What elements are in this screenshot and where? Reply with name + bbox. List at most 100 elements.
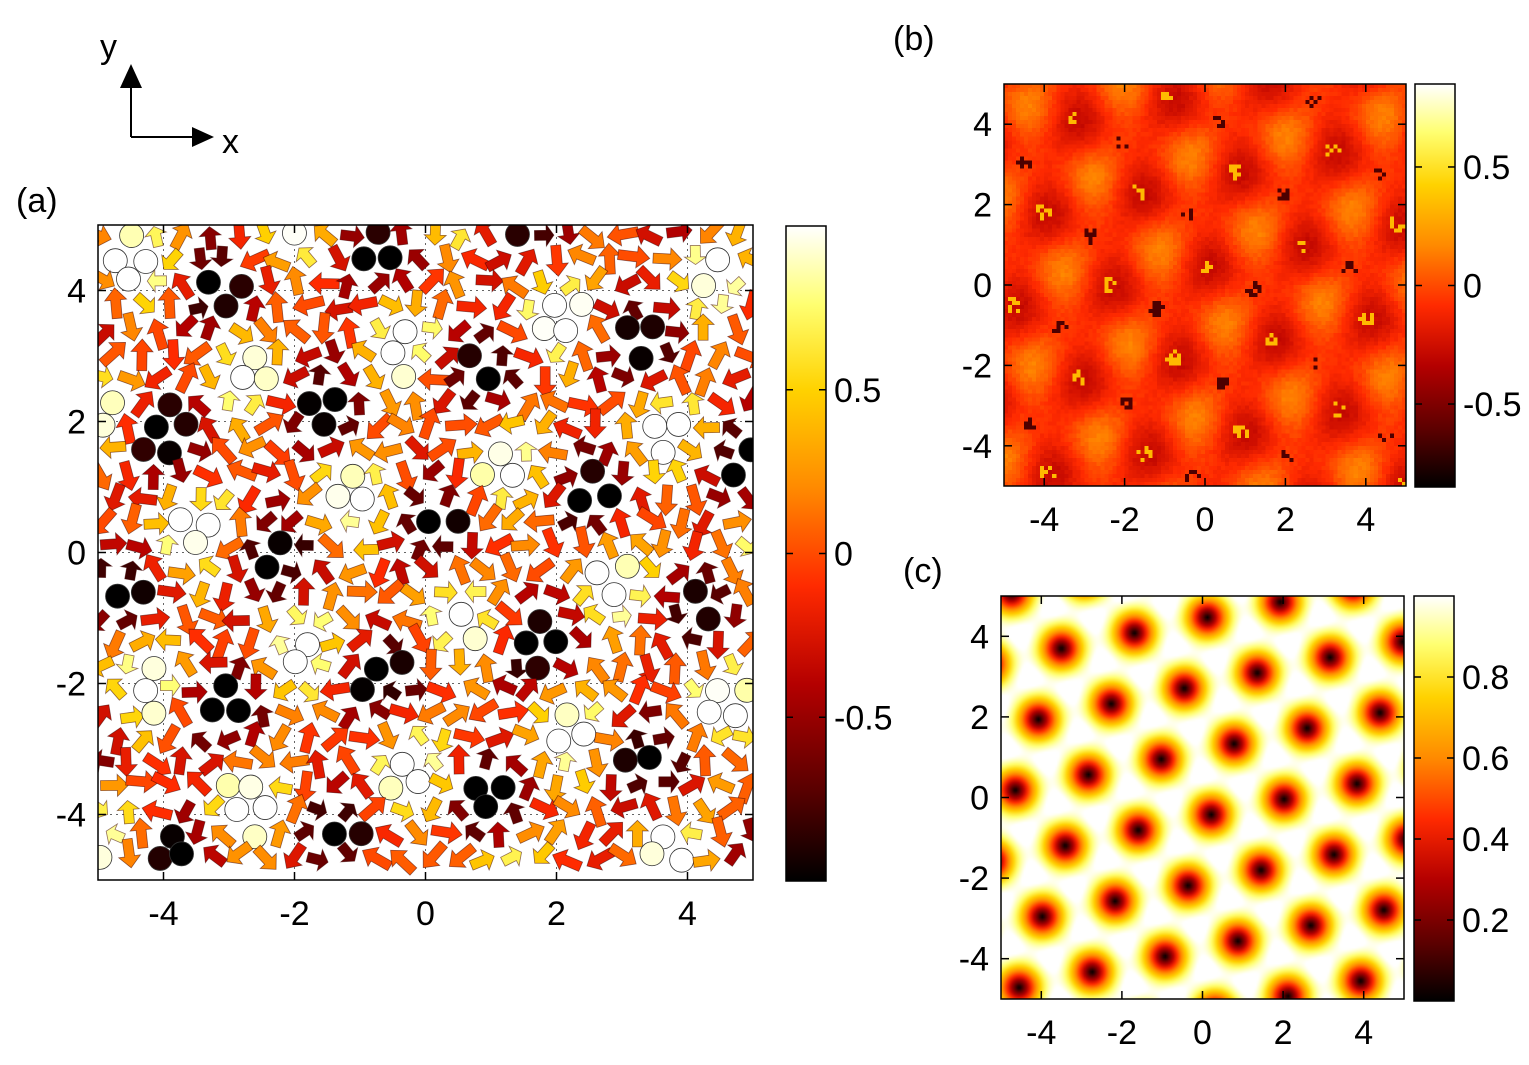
vector-glyph (391, 364, 417, 389)
vector-glyph (171, 272, 196, 301)
vector-glyph (534, 409, 558, 435)
vector-glyph (628, 345, 654, 371)
vector-glyph (610, 460, 635, 486)
panel-b-ticks: -4 -2 0 2 4 -4 -2 0 2 4 (962, 84, 1406, 539)
vector-glyph (610, 365, 635, 389)
vector-glyph (526, 700, 550, 724)
vector-glyph (377, 245, 403, 271)
x-tick-label: -2 (279, 895, 309, 933)
y-tick-label: 4 (970, 618, 989, 656)
vector-glyph (528, 797, 560, 821)
vector-glyph (280, 560, 302, 585)
vector-glyph (598, 774, 623, 802)
vector-glyph (460, 247, 492, 272)
vector-glyph (239, 248, 272, 272)
vector-glyph (295, 632, 320, 658)
vector-glyph (637, 607, 669, 632)
vector-glyph (392, 319, 418, 345)
vector-glyph (119, 225, 145, 248)
x-tick-label: 2 (1276, 501, 1295, 539)
vector-glyph (720, 555, 745, 586)
vector-glyph (104, 678, 128, 701)
vector-glyph (431, 288, 454, 321)
x-tick-label: 4 (1354, 1014, 1373, 1052)
vector-glyph (141, 700, 167, 726)
vector-glyph (155, 483, 179, 511)
vector-glyph (120, 502, 144, 535)
vector-glyph (679, 339, 703, 373)
vector-glyph (365, 225, 391, 245)
panel-c-ticks: -4 -2 0 2 4 -4 -2 0 2 4 (959, 596, 1404, 1052)
vector-glyph (738, 437, 753, 463)
vector-glyph (348, 437, 376, 462)
vector-glyph (407, 622, 432, 654)
vector-glyph (696, 699, 722, 725)
vector-glyph (263, 439, 291, 465)
vector-glyph (378, 775, 404, 801)
vector-glyph (736, 630, 753, 658)
vector-glyph (628, 583, 652, 609)
vector-glyph (282, 410, 305, 434)
vector-glyph (363, 656, 389, 682)
vector-glyph (268, 722, 292, 752)
vector-glyph (283, 265, 307, 297)
vector-glyph (190, 731, 213, 753)
vector-glyph (169, 225, 193, 252)
vector-glyph (557, 603, 586, 627)
vector-glyph (227, 417, 251, 444)
vector-glyph (533, 225, 555, 248)
vector-glyph (140, 606, 171, 631)
vector-glyph (545, 341, 568, 363)
vector-glyph (143, 553, 168, 583)
vector-glyph (486, 578, 511, 607)
vector-glyph (98, 266, 115, 291)
vector-glyph (418, 605, 444, 627)
vector-glyph (629, 486, 653, 517)
vector-glyph (125, 769, 159, 794)
vector-glyph (423, 752, 444, 773)
vector-glyph (433, 580, 458, 605)
vector-glyph (459, 389, 481, 410)
vector-glyph (664, 320, 690, 345)
y-tick-label: -4 (962, 428, 992, 466)
vector-glyph (595, 343, 622, 368)
vector-glyph (432, 387, 457, 415)
panel-a-vector-glyphs (98, 225, 753, 876)
vector-glyph (532, 841, 556, 864)
vector-glyph (389, 650, 415, 675)
vector-glyph (133, 249, 159, 274)
vector-glyph (228, 506, 253, 538)
vector-glyph (282, 225, 307, 246)
vector-glyph (309, 462, 332, 485)
vector-glyph (492, 624, 516, 656)
x-tick-label: -4 (1026, 1014, 1056, 1052)
vector-glyph (669, 507, 693, 539)
vector-glyph (502, 368, 524, 390)
vector-glyph (596, 531, 620, 560)
x-axis-indicator-label: x (222, 123, 239, 161)
vector-glyph (157, 286, 182, 320)
vector-glyph (311, 411, 337, 437)
vector-glyph (168, 696, 194, 729)
vector-glyph (225, 554, 249, 584)
vector-glyph (716, 796, 746, 822)
vector-glyph (339, 509, 361, 534)
vector-glyph (188, 580, 212, 608)
vector-glyph (335, 604, 360, 630)
vector-glyph (264, 488, 291, 513)
vector-glyph (596, 391, 626, 417)
vector-glyph (449, 228, 472, 252)
vector-glyph (226, 698, 251, 724)
vector-glyph (665, 458, 688, 484)
vector-glyph (636, 745, 662, 770)
vector-glyph (722, 417, 743, 440)
vector-glyph (665, 702, 690, 730)
vector-glyph (443, 366, 465, 389)
vector-glyph (250, 656, 279, 681)
y-tick-label: -2 (962, 347, 992, 385)
vector-glyph (183, 340, 213, 366)
vector-glyph (346, 391, 372, 416)
vector-glyph (463, 677, 491, 701)
vector-glyph (130, 338, 154, 372)
vector-glyph (143, 511, 170, 536)
